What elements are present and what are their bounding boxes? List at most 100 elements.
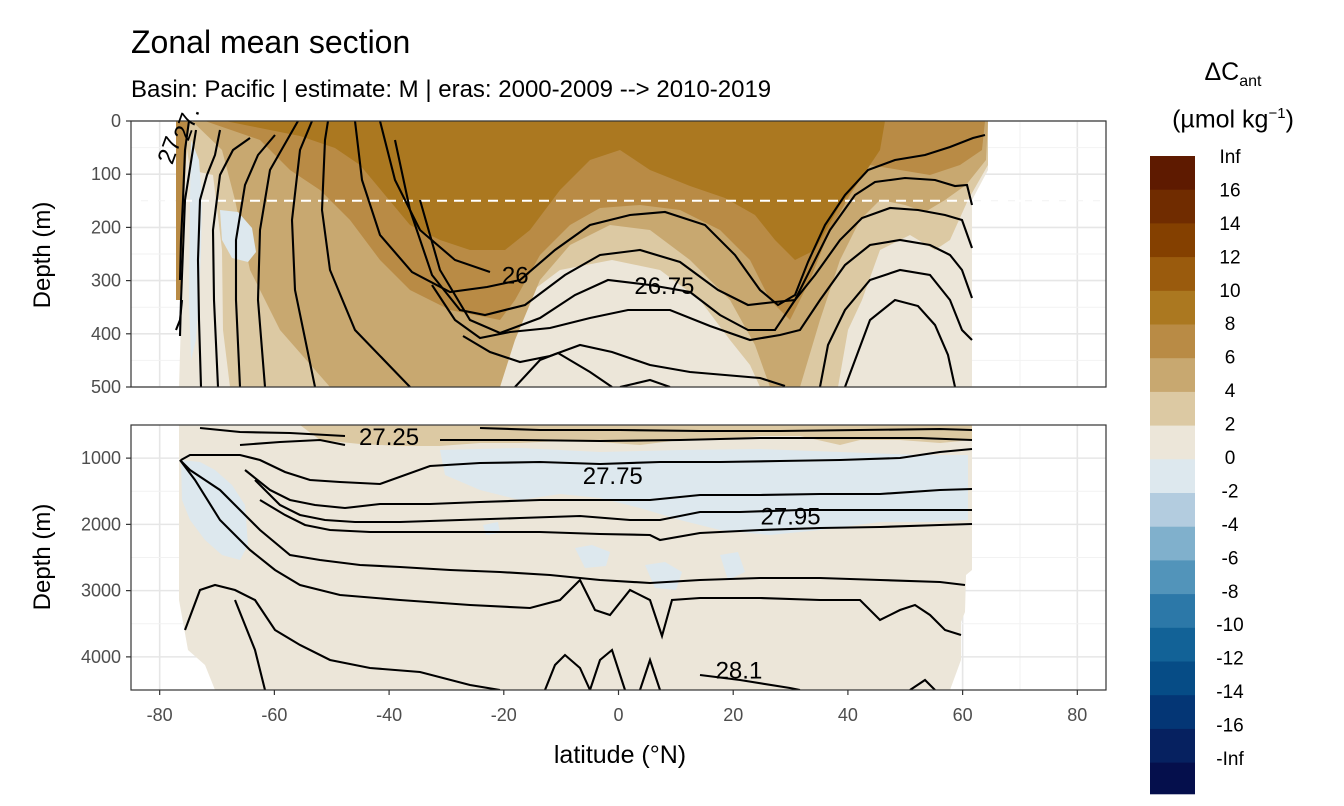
- lower-y-axis-label: Depth (m): [29, 504, 56, 611]
- isopycnal-label: 28.1: [716, 658, 763, 685]
- x-axis-label: latitude (°N): [554, 741, 686, 769]
- legend-label: 8: [1225, 314, 1236, 335]
- isopycnal-line: [178, 121, 191, 281]
- legend-label: 2: [1225, 415, 1236, 436]
- isopycnal-line: [259, 499, 973, 542]
- isopycnal-line: [254, 479, 972, 524]
- isopycnal-line: [239, 438, 346, 447]
- field-negative-small-spot: [575, 545, 610, 568]
- legend-swatch: [1150, 560, 1195, 595]
- y-tick-label: 3000: [81, 581, 121, 601]
- isopycnal-label: 27.75: [583, 463, 643, 490]
- y-tick-label: 0: [111, 111, 121, 131]
- legend-label: -14: [1216, 682, 1244, 703]
- legend-label: 16: [1219, 180, 1240, 201]
- lower-panel-isopycnals: [179, 426, 973, 690]
- legend-label: -4: [1222, 515, 1239, 536]
- field-negative-small-band: [440, 448, 968, 535]
- y-tick-label: 300: [91, 271, 121, 291]
- isopycnal-line: [378, 121, 491, 273]
- isopycnal-label: 27.95: [761, 503, 821, 530]
- isopycnal-line: [462, 335, 786, 387]
- legend-label: -2: [1222, 481, 1239, 502]
- legend-label: 4: [1225, 381, 1236, 402]
- isopycnal-line: [256, 121, 299, 387]
- legend-swatch: [1150, 627, 1195, 663]
- isopycnal-line: [184, 583, 501, 690]
- legend-swatch: [1150, 728, 1195, 764]
- x-tick-label: 80: [1067, 705, 1087, 725]
- x-tick-labels: -80 -60 -40 -20 0 20 40 60 80: [147, 690, 1087, 725]
- legend-swatch: [1150, 391, 1195, 427]
- isopycnal-line: [180, 447, 973, 486]
- legend-swatch: [1150, 459, 1195, 494]
- lower-panel-fields: [179, 425, 972, 690]
- isopycnal-line: [909, 678, 936, 690]
- legend-swatch: [1150, 661, 1195, 696]
- x-tick-label: -80: [147, 705, 173, 725]
- x-tick-label: 40: [838, 705, 858, 725]
- lower-y-tick-labels: 1000 2000 3000 4000: [81, 448, 131, 667]
- upper-panel-fields: [176, 121, 988, 387]
- legend-label: -10: [1216, 615, 1243, 636]
- legend-label: 14: [1219, 214, 1241, 235]
- isopycnal-line: [211, 137, 251, 387]
- x-tick-label: 60: [953, 705, 973, 725]
- isopycnal-line: [440, 436, 973, 443]
- isopycnal-line: [290, 121, 317, 387]
- isopycnal-line: [234, 599, 267, 690]
- isopycnal-line: [514, 351, 613, 387]
- isopycnal-label: 27.25: [359, 424, 419, 451]
- isopycnal-label: 26: [502, 262, 529, 289]
- isopycnal-label: 26.75: [634, 273, 694, 300]
- x-tick-label: -20: [491, 705, 517, 725]
- x-tick-label: -40: [376, 705, 402, 725]
- upper-panel: 0 100 200 300 400 500: [91, 111, 1107, 397]
- y-tick-label: 200: [91, 217, 121, 237]
- legend-swatch: [1150, 695, 1195, 730]
- legend-swatch: [1150, 425, 1195, 460]
- isopycnal-line: [431, 238, 973, 342]
- legend-swatch: [1150, 223, 1195, 258]
- y-tick-label: 100: [91, 164, 121, 184]
- legend-label: -Inf: [1216, 749, 1244, 770]
- upper-y-axis-label: Depth (m): [29, 202, 56, 309]
- legend-label: 6: [1225, 348, 1236, 369]
- isopycnal-line: [619, 378, 671, 387]
- legend-label: -6: [1222, 548, 1239, 569]
- legend-swatch: [1150, 257, 1195, 292]
- upper-panel-isopycnals: [175, 121, 986, 387]
- legend-swatch: [1150, 358, 1195, 393]
- isopycnal-line: [234, 134, 276, 387]
- legend-title-variable: ΔCant: [1204, 58, 1262, 90]
- isopycnal-line: [479, 426, 973, 433]
- legend-label: -8: [1222, 582, 1239, 603]
- legend-swatch: [1150, 762, 1195, 795]
- isopycnal-line: [418, 199, 973, 335]
- isopycnal-line: [639, 656, 661, 690]
- y-tick-label: 2000: [81, 514, 121, 534]
- isopycnal-line: [589, 648, 626, 690]
- legend-label: Inf: [1219, 147, 1241, 168]
- y-tick-label: 4000: [81, 647, 121, 667]
- legend: Inf 16 14 12 10 8 6 4 2 0 -2 -4 -6 -8 -10 -12 -14 -16 -Inf: [1150, 147, 1244, 795]
- x-tick-label: 20: [723, 705, 743, 725]
- chart-title: Zonal mean section: [131, 24, 411, 60]
- legend-swatch: [1150, 156, 1195, 191]
- lower-panel: 1000 2000 3000 4000: [81, 424, 1107, 691]
- isopycnal-line: [178, 129, 198, 337]
- legend-swatch: [1150, 594, 1195, 629]
- isopycnal-line: [393, 139, 974, 317]
- legend-swatch: [1150, 526, 1195, 561]
- isopycnal-line: [844, 298, 957, 387]
- legend-title-unit: (µmol kg−1): [1172, 105, 1294, 134]
- field-negative-small-shelf: [220, 210, 256, 262]
- isopycnal-line: [320, 121, 411, 387]
- field-negative-small-spot: [720, 552, 745, 580]
- upper-y-tick-labels: 0 100 200 300 400 500: [91, 111, 131, 397]
- legend-label: 0: [1225, 448, 1236, 469]
- legend-swatch: [1150, 324, 1195, 359]
- field-negative-small-left: [189, 140, 202, 360]
- isopycnal-line: [699, 673, 801, 690]
